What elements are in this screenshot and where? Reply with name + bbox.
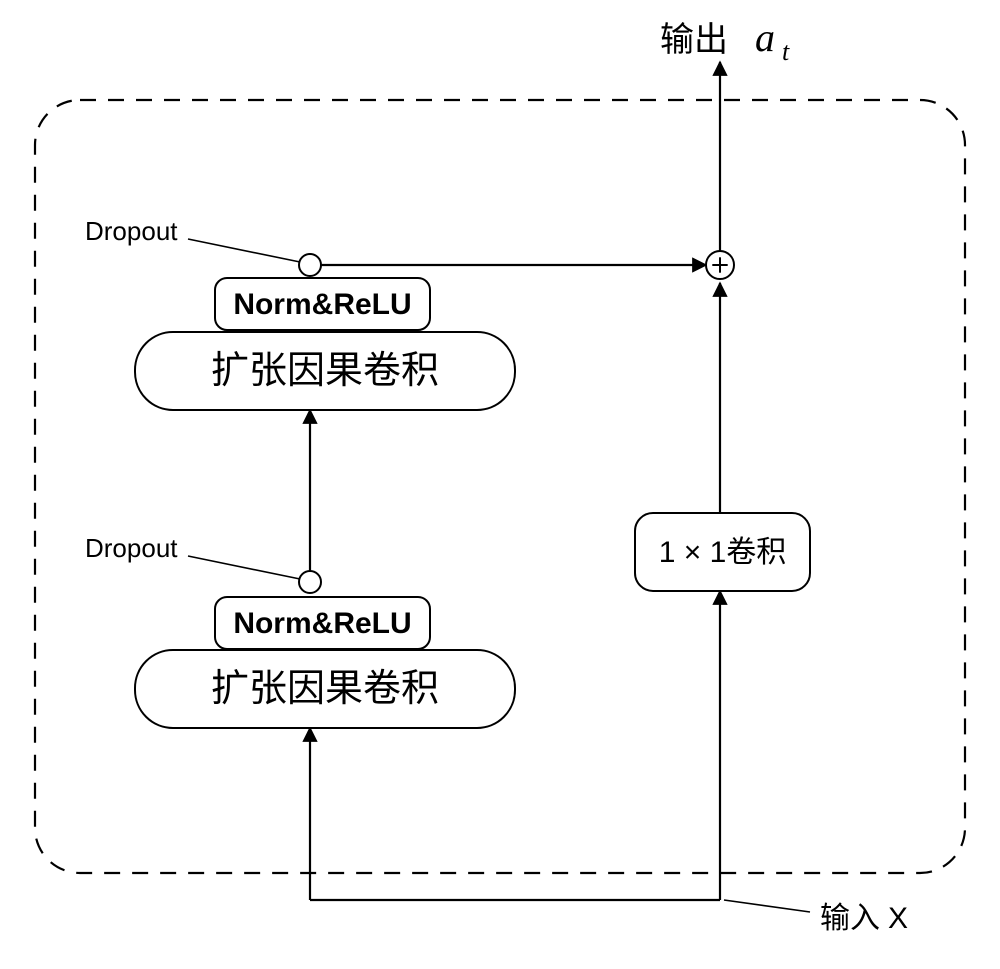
sum-node	[706, 251, 734, 279]
dropout2-node	[299, 571, 321, 593]
input-leader-line	[724, 900, 810, 912]
dropout2-label: Dropout	[85, 533, 178, 563]
dropout1-leader-line	[188, 239, 300, 262]
output-variable: a	[755, 15, 775, 60]
dropout1-label: Dropout	[85, 216, 178, 246]
conv1x1-label: 1 × 1卷积	[659, 536, 787, 569]
output-label: 输出 a t	[660, 15, 790, 66]
output-subscript: t	[782, 37, 790, 66]
norm-relu-label-upper: Norm&ReLU	[233, 288, 411, 321]
input-label: 输入 X	[820, 902, 908, 935]
input-prefix: 输入	[820, 902, 880, 935]
output-prefix: 输出	[660, 21, 728, 59]
input-variable: X	[888, 902, 908, 935]
dilated-conv-label-upper: 扩张因果卷积	[211, 350, 439, 392]
dropout1-node	[299, 254, 321, 276]
dilated-conv-label-lower: 扩张因果卷积	[211, 668, 439, 710]
diagram-canvas: 扩张因果卷积 Norm&ReLU 扩张因果卷积 Norm&ReLU 1 × 1卷…	[0, 0, 1000, 969]
norm-relu-label-lower: Norm&ReLU	[233, 607, 411, 640]
dropout2-leader-line	[188, 556, 300, 579]
